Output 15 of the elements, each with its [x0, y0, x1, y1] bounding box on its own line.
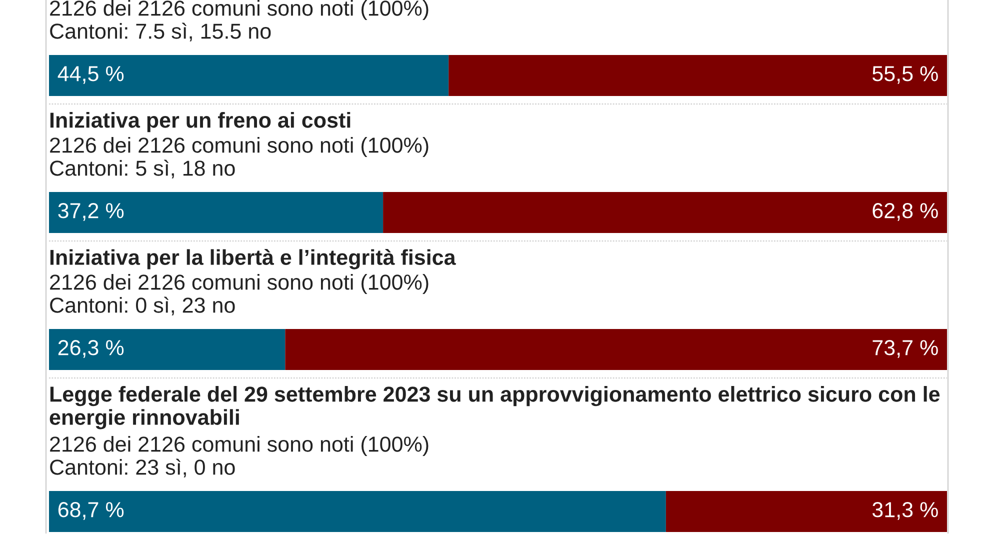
chart-title: Legge federale del 29 settembre 2023 su un approvvigionamento elettrico sicuro con le energie rinnovabili — [50, 386, 940, 430]
data-label: 26,3 % — [58, 340, 124, 358]
data-label: 73,7 % — [872, 340, 938, 358]
data-label: 31,3 % — [872, 502, 938, 520]
data-label: 68,7 % — [58, 502, 124, 520]
chart-subtitle: 2126 dei 2126 comuni sono noti (100%) Cantoni: 7.5 sì, 15.5 no — [50, 0, 428, 42]
chart-subtitle: 2126 dei 2126 comuni sono noti (100%) Cantoni: 5 sì, 18 no — [50, 137, 428, 178]
chart-title: Iniziativa per un freno ai costi — [50, 112, 350, 132]
data-label: 62,8 % — [872, 203, 938, 221]
data-label: 44,5 % — [58, 66, 124, 84]
chart-subtitle: 2126 dei 2126 comuni sono noti (100%) Cantoni: 0 sì, 23 no — [50, 274, 428, 316]
chart-subtitle: 2126 dei 2126 comuni sono noti (100%) Cantoni: 23 sì, 0 no — [50, 436, 428, 478]
chart-title: Iniziativa per la libertà e l’integrità fisica — [50, 249, 456, 270]
data-label: 37,2 % — [58, 203, 124, 221]
data-label: 55,5 % — [872, 66, 938, 84]
